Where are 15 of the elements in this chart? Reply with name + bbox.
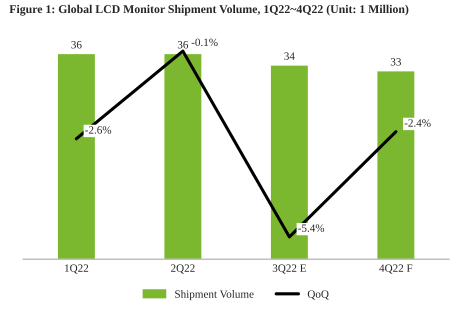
- x-tick-label: 3Q22 E: [272, 264, 306, 274]
- data-label: -0.1%: [192, 38, 218, 46]
- data-label: 34: [284, 52, 295, 60]
- legend-label: QoQ: [308, 290, 329, 300]
- data-label: -2.6%: [85, 126, 112, 134]
- chart-title: Figure 1: Global LCD Monitor Shipment Volume, 1Q22~4Q22 (Unit: 1 Million): [9, 4, 408, 16]
- legend-label: Shipment Volume: [175, 290, 254, 300]
- data-label: 36: [178, 40, 188, 48]
- data-label: 33: [390, 58, 401, 66]
- x-tick-label: 1Q22: [65, 264, 88, 274]
- x-tick-label: 4Q22 F: [379, 264, 412, 274]
- data-label: -5.4%: [298, 224, 324, 232]
- x-tick-label: 2Q22: [171, 264, 195, 274]
- data-label: -2.4%: [404, 119, 431, 127]
- data-label: 36: [71, 40, 82, 48]
